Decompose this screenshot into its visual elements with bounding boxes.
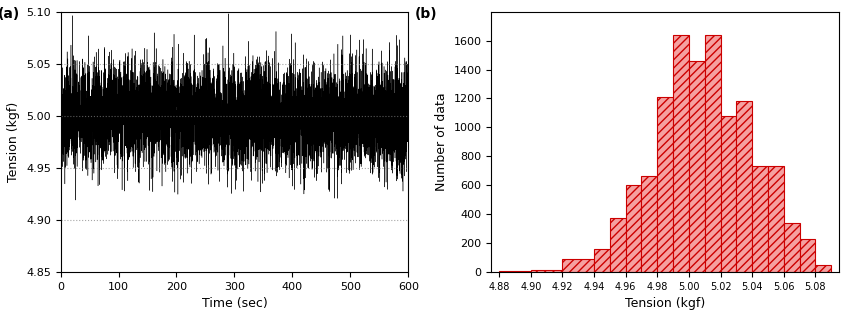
- Bar: [594, 249, 610, 272]
- Bar: [816, 265, 831, 272]
- Bar: [721, 116, 736, 272]
- Text: (a): (a): [0, 7, 20, 21]
- Bar: [752, 166, 768, 272]
- Bar: [705, 35, 721, 272]
- Bar: [626, 185, 641, 272]
- Bar: [768, 166, 783, 272]
- X-axis label: Tension (kgf): Tension (kgf): [625, 297, 706, 310]
- Bar: [783, 223, 799, 272]
- Bar: [673, 35, 689, 272]
- Bar: [641, 177, 657, 272]
- Bar: [499, 271, 530, 272]
- Bar: [530, 270, 563, 272]
- Y-axis label: Tension (kgf): Tension (kgf): [8, 102, 20, 182]
- Bar: [736, 101, 752, 272]
- Bar: [610, 218, 626, 272]
- Y-axis label: Number of data: Number of data: [435, 93, 448, 191]
- X-axis label: Time (sec): Time (sec): [201, 297, 267, 310]
- Bar: [563, 259, 594, 272]
- Text: (b): (b): [415, 7, 437, 21]
- Bar: [689, 61, 705, 272]
- Bar: [657, 97, 673, 272]
- Bar: [799, 239, 816, 272]
